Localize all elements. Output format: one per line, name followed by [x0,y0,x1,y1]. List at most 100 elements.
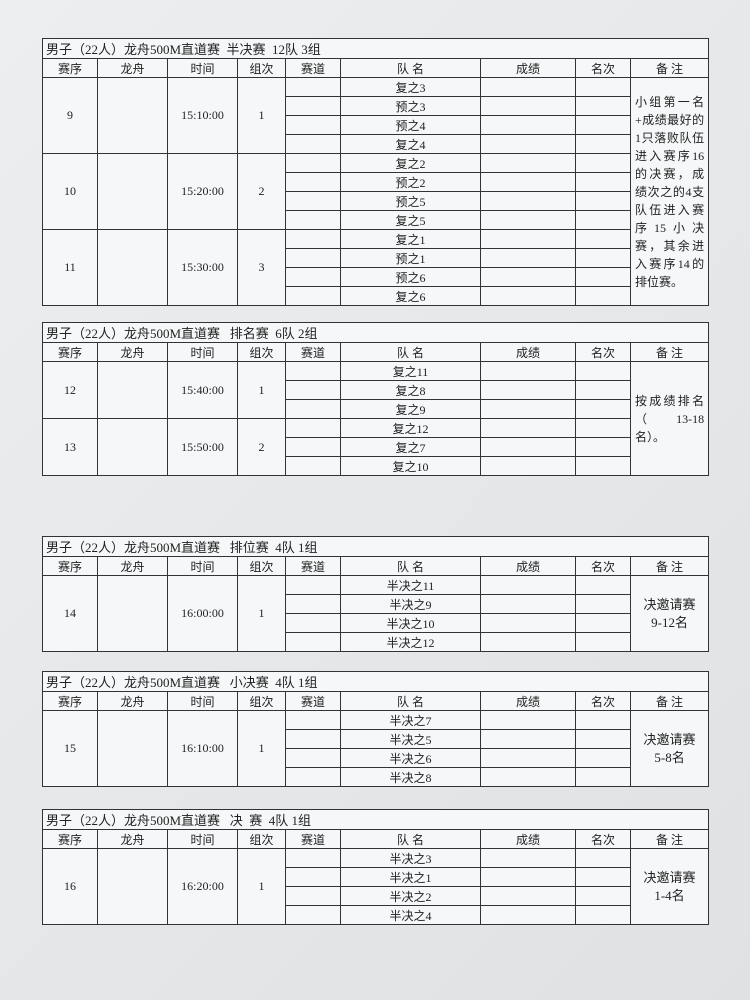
score-cell [480,248,576,268]
lane-cell [285,575,341,595]
team-cell: 复之6 [340,286,481,306]
team-cell: 半决之4 [340,905,481,925]
time-cell: 15:20:00 [167,153,238,230]
lane-cell [285,437,341,457]
team-cell: 复之8 [340,380,481,400]
header-cell: 时间 [167,556,238,576]
header-cell: 时间 [167,342,238,362]
team-row: 预之1 [43,248,709,268]
table-title: 男子（22人）龙舟500M直道赛 排名赛 6队 2组 [41,322,710,343]
score-cell [480,115,576,135]
rank-cell [575,134,631,154]
team-cell: 半决之1 [340,867,481,887]
group-cell: 1 [237,361,286,419]
lane-cell [285,286,341,306]
score-cell [480,380,576,400]
lane-cell [285,380,341,400]
note-cell: 决邀请赛 5-8名 [629,710,710,787]
rank-cell [575,172,631,192]
header-cell: 赛道 [285,556,341,576]
lane-cell [285,594,341,614]
rank-cell [575,886,631,906]
lane-cell [285,134,341,154]
header-cell: 名次 [575,691,631,711]
score-cell [480,613,576,633]
team-row: 复之6 [43,286,709,306]
rank-cell [575,77,631,97]
team-row: 15 16:10:00 1 半决之7 决邀请赛 5-8名 [42,710,710,787]
team-cell: 半决之5 [340,729,481,749]
team-row: 半决之2 [43,886,709,906]
header-cell: 组次 [237,556,286,576]
team-cell: 复之2 [340,153,481,173]
team-row: 半决之4 [43,905,709,925]
group-cell: 1 [237,710,286,787]
boat-cell [97,710,168,787]
boat-cell [97,575,168,652]
score-cell [480,848,576,868]
score-cell [480,210,576,230]
boat-cell [97,418,168,476]
rank-cell [575,267,631,287]
score-cell [480,77,576,97]
table-title: 男子（22人）龙舟500M直道赛 决 赛 4队 1组 [41,809,710,830]
title-row: 男子（22人）龙舟500M直道赛 半决赛 12队 3组 [41,38,710,59]
header-cell: 成绩 [480,58,576,78]
rank-cell [575,613,631,633]
table-title: 男子（22人）龙舟500M直道赛 半决赛 12队 3组 [41,38,710,59]
rank-cell [575,594,631,614]
team-cell: 复之7 [340,437,481,457]
team-cell: 半决之9 [340,594,481,614]
header-cell: 组次 [237,58,286,78]
team-row: 半决之12 [43,632,709,652]
rank-cell [575,115,631,135]
note-cell: 小组第一名+成绩最好的1只落败队伍进入赛序16的决赛，成绩次之的4支队伍进入赛序… [629,77,710,306]
time-cell: 16:20:00 [167,848,238,925]
time-cell: 15:10:00 [167,77,238,154]
lane-cell [285,867,341,887]
score-cell [480,456,576,476]
header-cell: 时间 [167,829,238,849]
group-cell: 3 [237,229,286,306]
lane-cell [285,361,341,381]
header-cell: 备 注 [629,556,710,576]
time-cell: 15:50:00 [167,418,238,476]
header-cell: 龙舟 [97,829,168,849]
score-cell [480,229,576,249]
rank-cell [575,248,631,268]
team-row: 10 15:20:00 2 复之2 [42,153,709,230]
lane-cell [285,748,341,768]
note-cell: 决邀请赛 1-4名 [629,848,710,925]
header-cell: 成绩 [480,691,576,711]
rank-cell [575,575,631,595]
team-cell: 半决之3 [340,848,481,868]
team-row: 14 16:00:00 1 半决之11 决邀请赛 9-12名 [42,575,710,652]
header-cell: 队 名 [340,342,481,362]
lane-cell [285,267,341,287]
team-row: 半决之1 [43,867,709,887]
team-row: 复之10 [43,456,709,476]
score-cell [480,267,576,287]
lane-cell [285,886,341,906]
lane-cell [285,77,341,97]
note-line: 9-12名 [651,614,688,630]
team-cell: 半决之11 [340,575,481,595]
team-row: 半决之8 [43,767,709,787]
team-row: 预之5 [43,191,709,211]
seq-cell: 15 [42,710,98,787]
team-row: 半决之5 [43,729,709,749]
rank-cell [575,437,631,457]
lane-cell [285,729,341,749]
score-cell [480,361,576,381]
score-cell [480,418,576,438]
title-row: 男子（22人）龙舟500M直道赛 决 赛 4队 1组 [41,809,710,830]
seq-cell: 16 [42,848,98,925]
header-cell: 备 注 [629,691,710,711]
team-cell: 预之3 [340,96,481,116]
header-row: 赛序 龙舟 时间 组次 赛道队 名成绩 名次备 注 [42,691,710,711]
header-cell: 名次 [575,342,631,362]
header-cell: 赛序 [42,556,98,576]
lane-cell [285,905,341,925]
boat-cell [97,153,168,230]
group-cell: 2 [237,418,286,476]
